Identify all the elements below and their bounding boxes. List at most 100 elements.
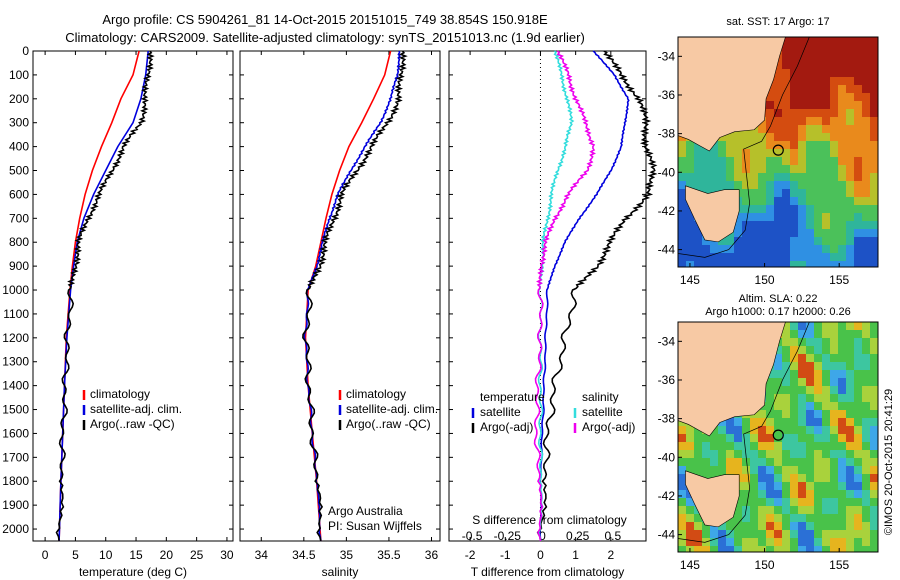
- map-cell: [766, 434, 774, 442]
- map-cell: [798, 37, 806, 45]
- map-cell: [798, 61, 806, 69]
- map-cell: [822, 69, 830, 77]
- map-cell: [862, 261, 870, 267]
- map-cell: [686, 442, 694, 450]
- map-cell: [862, 253, 870, 261]
- map-cell: [870, 482, 878, 490]
- map-cell: [766, 149, 774, 157]
- map-cell: [870, 149, 878, 157]
- map-cell: [694, 261, 702, 267]
- map-cell: [870, 530, 878, 538]
- map-cell: [798, 109, 806, 117]
- map-cell: [838, 386, 846, 394]
- map-cell: [862, 197, 870, 205]
- map-cell: [718, 418, 726, 426]
- map-cell: [790, 514, 798, 522]
- map-cell: [814, 77, 822, 85]
- map-cell: [718, 253, 726, 261]
- map-cell: [790, 213, 798, 221]
- map-cell: [814, 490, 822, 498]
- map-cell: [854, 474, 862, 482]
- map-cell: [870, 426, 878, 434]
- map-cell: [814, 237, 822, 245]
- legend-temp-heading: temperature: [480, 390, 545, 404]
- map-cell: [870, 189, 878, 197]
- map-cell: [814, 117, 822, 125]
- map-cell: [870, 362, 878, 370]
- map-cell: [766, 418, 774, 426]
- map-cell: [766, 237, 774, 245]
- sst-map-panel: sat. SST: 17 Argo: 17 -34 -36 -38 -40 -42 -44 1…: [658, 16, 879, 287]
- map-cell: [694, 165, 702, 173]
- map-cell: [726, 181, 734, 189]
- map-cell: [862, 125, 870, 133]
- map-cell: [750, 245, 758, 253]
- map-cell: [838, 133, 846, 141]
- map-cell: [758, 197, 766, 205]
- map-cell: [766, 101, 774, 109]
- map-cell: [766, 458, 774, 466]
- map-cell: [806, 221, 814, 229]
- map-cell: [870, 490, 878, 498]
- map-cell: [822, 330, 830, 338]
- map-cell: [862, 165, 870, 173]
- map-cell: [742, 245, 750, 253]
- map-cell: [870, 181, 878, 189]
- series-argo-line: [55, 50, 155, 542]
- map-cell: [694, 245, 702, 253]
- map-cell: [854, 394, 862, 402]
- map-cell: [862, 205, 870, 213]
- map-cell: [854, 522, 862, 530]
- map-cell: [822, 189, 830, 197]
- map-cell: [806, 346, 814, 354]
- map-cell: [790, 498, 798, 506]
- map-cell: [742, 189, 750, 197]
- map-cell: [830, 109, 838, 117]
- map-cell: [782, 410, 790, 418]
- map-cell: [798, 482, 806, 490]
- map-cell: [822, 133, 830, 141]
- map-cell: [822, 173, 830, 181]
- map-cell: [702, 530, 710, 538]
- map-cell: [758, 450, 766, 458]
- series-temp-satellite-line: [538, 50, 630, 542]
- map-cell: [774, 181, 782, 189]
- map-cell: [766, 482, 774, 490]
- map-cell: [854, 261, 862, 267]
- map-cell: [838, 149, 846, 157]
- map-cell: [798, 386, 806, 394]
- map-cell: [846, 101, 854, 109]
- map-cell: [734, 418, 742, 426]
- map-cell: [870, 394, 878, 402]
- map-cell: [862, 173, 870, 181]
- x-tick-label: 1: [572, 548, 579, 562]
- map-cell: [862, 69, 870, 77]
- depth-tick-label: 1600: [2, 426, 29, 440]
- map-cell: [726, 546, 734, 552]
- map-cell: [822, 506, 830, 514]
- map-cell: [806, 93, 814, 101]
- map-cell: [726, 426, 734, 434]
- map-cell: [742, 149, 750, 157]
- map-cell: [790, 77, 798, 85]
- map-cell: [830, 189, 838, 197]
- map-cell: [870, 141, 878, 149]
- map-cell: [830, 538, 838, 546]
- map-lat-label: -38: [658, 127, 676, 141]
- map-cell: [822, 346, 830, 354]
- depth-tick-label: 600: [9, 187, 29, 201]
- map-cell: [782, 370, 790, 378]
- map-cell: [798, 450, 806, 458]
- map-cell: [798, 117, 806, 125]
- map-cell: [854, 189, 862, 197]
- map-cell: [838, 117, 846, 125]
- map-cell: [734, 426, 742, 434]
- map-cell: [822, 77, 830, 85]
- map-cell: [782, 394, 790, 402]
- map-cell: [678, 245, 686, 253]
- map-cell: [774, 109, 782, 117]
- map-cell: [830, 514, 838, 522]
- map-cell: [862, 45, 870, 53]
- map-cell: [870, 522, 878, 530]
- map-cell: [830, 394, 838, 402]
